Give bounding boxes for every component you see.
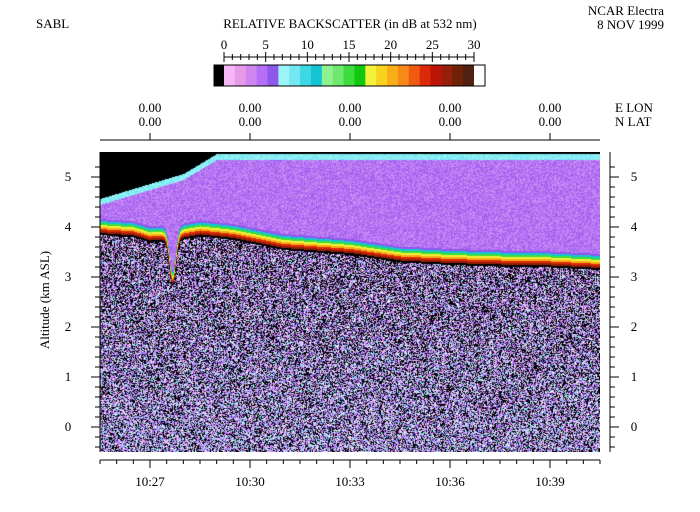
x-tick-label: 10:33 [335,474,365,489]
date-label: 8 NOV 1999 [597,17,664,32]
colorbar-swatch [300,65,312,86]
colorbar-swatch [310,65,323,86]
colorbar-swatch [452,65,464,86]
colorbar-swatch [234,65,247,86]
lat-value: 0.00 [239,114,262,129]
colorbar-tick-label: 5 [262,37,269,52]
y-tick-label: 3 [65,269,72,284]
colorbar-min-swatch [214,65,224,86]
colorbar-swatch [245,65,258,86]
colorbar-swatch [463,65,475,86]
x-tick-label: 10:27 [135,474,165,489]
colorbar-swatch [224,65,236,86]
y-axis-label: Altitude (km ASL) [37,251,52,349]
colorbar-swatch [256,65,268,86]
lat-value: 0.00 [139,114,162,129]
lon-value: 0.00 [139,100,162,115]
y-tick-label: 2 [65,319,72,334]
colorbar-tick-label: 0 [221,37,228,52]
colorbar-swatch [376,65,388,86]
colorbar-swatch [387,65,399,86]
y-tick-label-right: 2 [631,319,638,334]
colorbar-tick-label: 15 [343,37,356,52]
colorbar-swatch [278,65,290,86]
x-tick-label: 10:30 [235,474,265,489]
y-tick-label: 5 [65,169,72,184]
colorbar-swatch [419,65,432,86]
colorbar-tick-label: 30 [468,37,481,52]
colorbar-swatch [332,65,345,86]
y-tick-label-right: 5 [631,169,638,184]
colorbar-swatch [408,65,421,86]
chart-title: RELATIVE BACKSCATTER (in dB at 532 nm) [223,16,477,31]
colorbar-max-swatch [474,65,485,86]
lon-value: 0.00 [239,100,262,115]
instrument-label: SABL [36,16,69,31]
colorbar: 0 5 10 15 20 25 30 [213,37,486,87]
lat-value: 0.00 [439,114,462,129]
x-tick-label: 10:39 [535,474,565,489]
colorbar-swatch [267,65,279,86]
y-tick-label-right: 0 [631,419,638,434]
colorbar-swatch [430,65,442,86]
platform-label: NCAR Electra [588,3,664,18]
lon-value: 0.00 [539,100,562,115]
backscatter-heatmap [100,152,600,452]
y-tick-label-right: 3 [631,269,638,284]
colorbar-swatch [343,65,355,86]
colorbar-tick-label: 25 [426,37,439,52]
colorbar-swatch [397,65,410,86]
y-tick-label-right: 4 [631,219,638,234]
x-tick-label: 10:36 [435,474,465,489]
lat-axis-label: N LAT [615,114,652,129]
colorbar-frame [213,64,486,87]
y-tick-label: 1 [65,369,72,384]
colorbar-swatch [365,65,377,86]
lon-axis-label: E LON [615,100,654,115]
y-tick-label: 0 [65,419,72,434]
top-axis: 0.000.000.000.000.000.000.000.000.000.00 [100,100,600,141]
colorbar-tick-label: 10 [301,37,314,52]
lat-value: 0.00 [539,114,562,129]
axes: 0 0 1 1 2 2 3 3 4 4 5 5 10:27 10:30 10:33 10:36 10:39 [65,152,638,489]
colorbar-swatch [441,65,453,86]
colorbar-swatch [354,65,366,86]
plot-area [100,152,600,452]
lon-value: 0.00 [339,100,362,115]
colorbar-swatch [321,65,334,86]
colorbar-swatch [289,65,301,86]
lat-value: 0.00 [339,114,362,129]
y-tick-label-right: 1 [631,369,638,384]
colorbar-tick-label: 20 [384,37,397,52]
lon-value: 0.00 [439,100,462,115]
y-tick-label: 4 [65,219,72,234]
